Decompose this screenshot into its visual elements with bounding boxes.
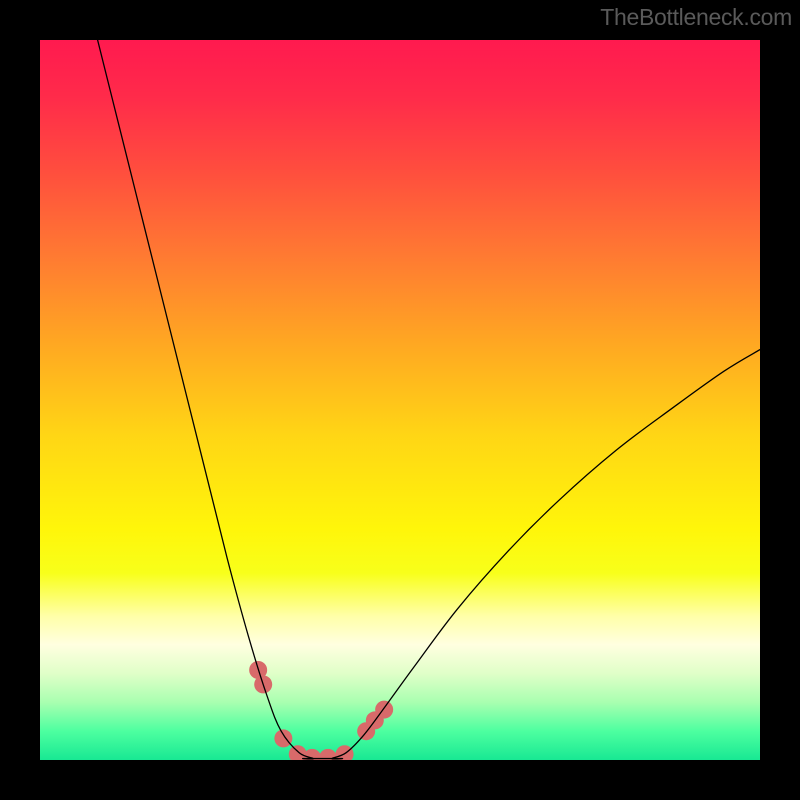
- watermark-text: TheBottleneck.com: [600, 4, 792, 31]
- data-marker: [274, 729, 292, 747]
- gradient-background: [40, 40, 760, 760]
- chart-svg: [40, 40, 760, 760]
- plot-area: [40, 40, 760, 760]
